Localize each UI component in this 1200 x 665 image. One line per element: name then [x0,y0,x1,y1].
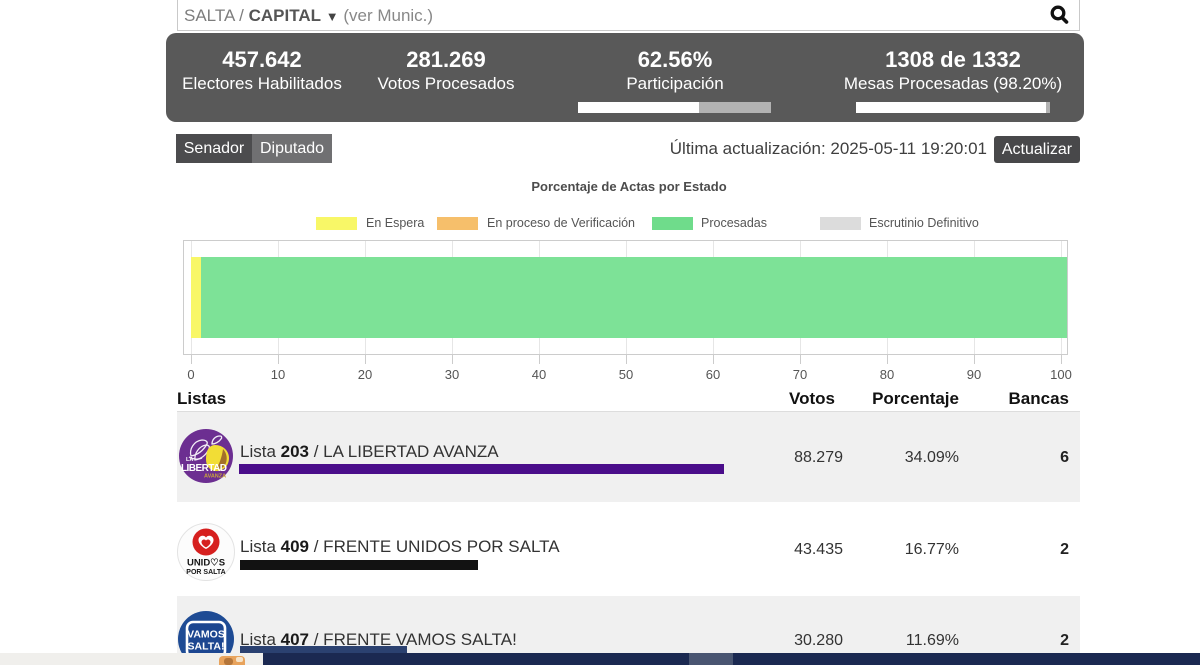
svg-text:50: 50 [619,367,633,382]
svg-text:30: 30 [445,367,459,382]
svg-text:AVANZA: AVANZA [204,474,226,480]
svg-text:90: 90 [967,367,981,382]
svg-text:10: 10 [271,367,285,382]
svg-text:SALTA!: SALTA! [188,641,225,653]
svg-text:0: 0 [187,367,194,382]
svg-text:POR SALTA: POR SALTA [186,569,225,576]
svg-text:40: 40 [532,367,546,382]
svg-text:LA: LA [186,457,193,463]
svg-text:70: 70 [793,367,807,382]
svg-text:60: 60 [706,367,720,382]
svg-text:VAMOS: VAMOS [187,629,225,641]
svg-text:80: 80 [880,367,894,382]
svg-text:LIBERTAD: LIBERTAD [181,463,227,474]
svg-text:20: 20 [358,367,372,382]
svg-text:UNID♡S: UNID♡S [187,558,225,569]
svg-text:100: 100 [1050,367,1072,382]
